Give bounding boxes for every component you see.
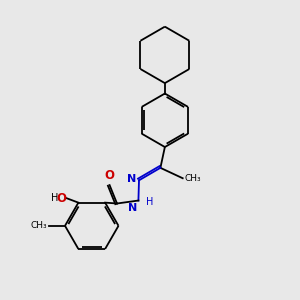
Text: H: H xyxy=(51,193,59,203)
Text: CH₃: CH₃ xyxy=(185,174,201,183)
Text: H: H xyxy=(146,197,153,207)
Text: CH₃: CH₃ xyxy=(31,221,47,230)
Text: O: O xyxy=(105,169,115,182)
Text: O: O xyxy=(56,192,66,205)
Text: N: N xyxy=(128,203,137,213)
Text: N: N xyxy=(127,174,136,184)
